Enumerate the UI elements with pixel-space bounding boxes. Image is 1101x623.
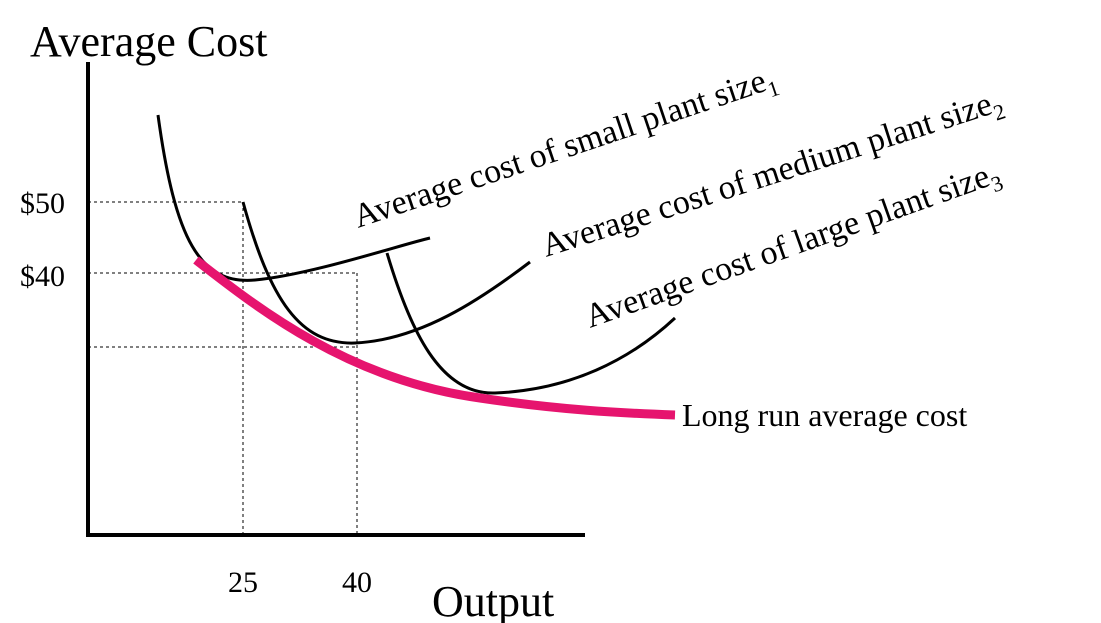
long-run-curve xyxy=(193,256,676,420)
x-tick-label: 40 xyxy=(342,566,372,599)
x-tick-label: 25 xyxy=(228,566,258,599)
medium-plant-curve xyxy=(241,201,531,345)
small-plant-curve xyxy=(156,114,431,282)
y-tick-label: $50 xyxy=(20,187,65,220)
curve-label: Long run average cost xyxy=(682,397,967,433)
y-axis-label: Average Cost xyxy=(30,17,267,66)
y-tick-label: $40 xyxy=(20,260,65,293)
large-plant-curve xyxy=(385,252,677,395)
curve-label: Average cost of small plant size1 xyxy=(349,59,783,240)
x-axis-label: Output xyxy=(432,577,554,623)
